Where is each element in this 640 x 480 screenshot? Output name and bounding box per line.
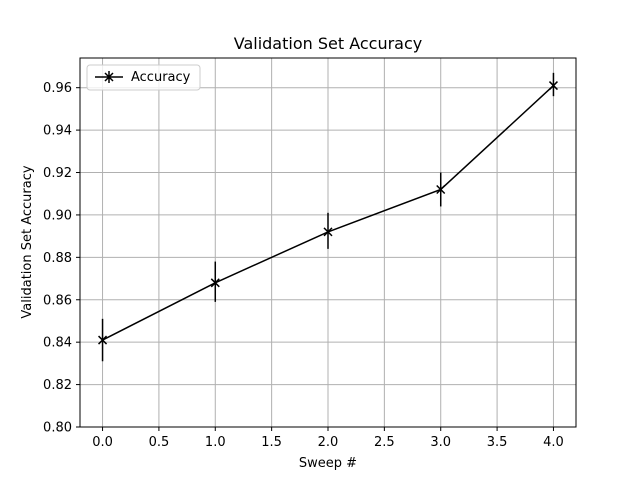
- x-tick-label: 2.0: [318, 435, 339, 450]
- y-axis-label: Validation Set Accuracy: [20, 165, 35, 318]
- x-tick-label: 4.0: [543, 435, 564, 450]
- x-tick-label: 3.0: [430, 435, 451, 450]
- x-tick-label: 0.5: [149, 435, 170, 450]
- x-tick-label: 1.5: [261, 435, 282, 450]
- y-tick-label: 0.82: [43, 378, 72, 393]
- y-tick-label: 0.84: [43, 336, 72, 351]
- x-tick-label: 3.5: [487, 435, 508, 450]
- series-layer: [98, 72, 558, 362]
- x-tick-label: 1.0: [205, 435, 226, 450]
- x-axis-label: Sweep #: [299, 456, 357, 471]
- chart-title: Validation Set Accuracy: [234, 34, 423, 53]
- y-tick-label: 0.88: [43, 251, 72, 266]
- y-tick-label: 0.86: [43, 293, 72, 308]
- y-tick-label: 0.80: [43, 421, 72, 436]
- y-tick-label: 0.94: [43, 124, 72, 139]
- data-point: [98, 335, 108, 345]
- legend-label: Accuracy: [131, 70, 191, 85]
- y-tick-label: 0.96: [43, 81, 72, 96]
- data-point: [323, 227, 333, 237]
- legend: Accuracy: [86, 64, 201, 91]
- data-point: [548, 81, 558, 91]
- legend-box: [86, 64, 201, 91]
- legend-marker-icon: [104, 71, 114, 83]
- y-tick-label: 0.90: [43, 208, 72, 223]
- x-tick-label: 2.5: [374, 435, 395, 450]
- plot-frame: [79, 57, 577, 428]
- y-tick-label: 0.92: [43, 166, 72, 181]
- data-point: [210, 278, 220, 288]
- data-point: [436, 184, 446, 195]
- x-tick-label: 0.0: [92, 435, 113, 450]
- ticks-layer: 0.0 0.5 1.0 1.5 2.0 2.5 3.0 3.5 4.0 0.80 0.82 0.84 0…: [43, 81, 564, 450]
